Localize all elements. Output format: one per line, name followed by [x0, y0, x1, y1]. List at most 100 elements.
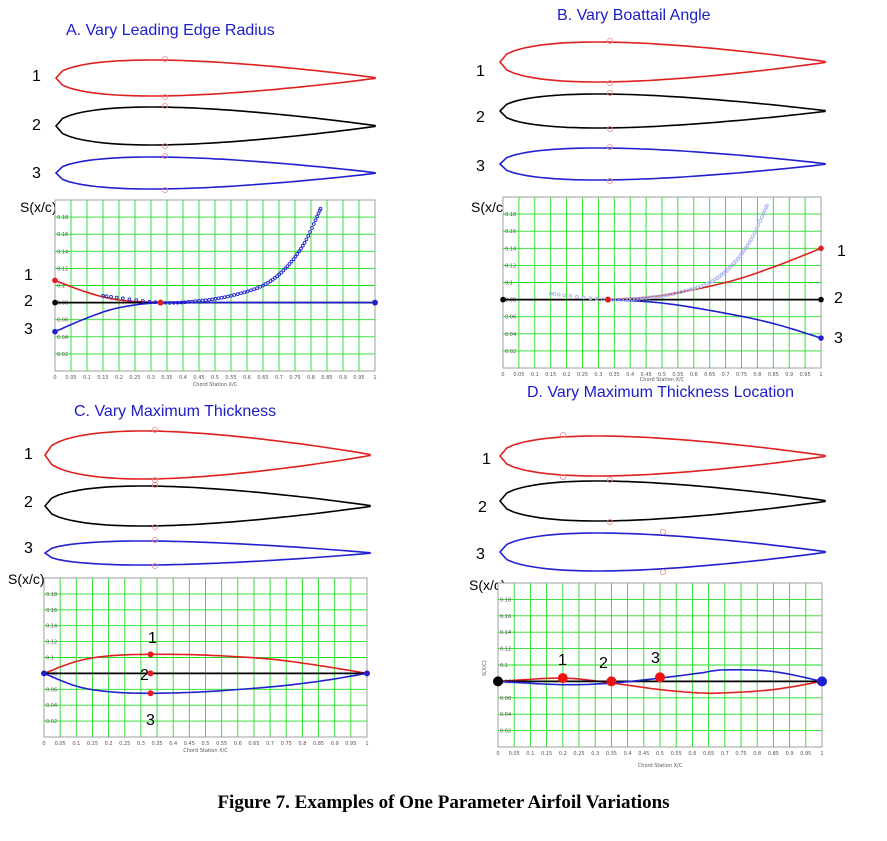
- airfoil-marker: [161, 56, 168, 63]
- y-tick-label: 0.06: [500, 696, 511, 702]
- control-point: [606, 676, 617, 687]
- reference-dot: [311, 222, 316, 226]
- reference-dot: [197, 299, 201, 303]
- series-endpoint: [818, 335, 824, 341]
- x-tick-label: 0.9: [785, 372, 793, 378]
- reference-dot: [277, 272, 282, 277]
- reference-dot: [300, 243, 305, 248]
- y-tick-label: 0.14: [505, 246, 516, 252]
- reference-dot: [287, 262, 292, 266]
- airfoil-marker: [607, 38, 614, 45]
- reference-dot: [308, 230, 312, 234]
- reference-dot: [741, 249, 746, 253]
- airfoil-outline-3: [54, 156, 376, 190]
- airfoil-marker: [151, 524, 158, 531]
- reference-dot: [760, 215, 764, 220]
- x-tick-label: 0.65: [704, 372, 715, 378]
- x-tick-label: 0.75: [281, 741, 292, 747]
- airfoil-outline-2: [54, 106, 376, 146]
- y-tick-label: 0.1: [500, 663, 508, 669]
- reference-dot: [615, 297, 619, 302]
- control-point: [157, 299, 164, 306]
- x-tick-label: 0.75: [736, 372, 747, 378]
- reference-dot: [721, 271, 726, 276]
- x-tick-label: 0.65: [248, 741, 259, 747]
- x-tick-label: 0.05: [513, 372, 524, 378]
- reference-dot: [306, 234, 311, 238]
- panel-b-title: B. Vary Boattail Angle: [557, 7, 711, 24]
- airfoil-marker: [151, 426, 158, 433]
- reference-dot: [255, 286, 260, 290]
- reference-dot: [310, 226, 314, 230]
- airfoil-marker: [151, 537, 158, 544]
- reference-dot: [640, 296, 645, 301]
- airfoil-marker: [607, 80, 614, 87]
- x-tick-label: 0.5: [202, 741, 210, 747]
- x-tick-label: 0.45: [641, 372, 652, 378]
- airfoil-marker: [161, 186, 168, 193]
- panel-a-y-axis-label: S(x/c): [20, 199, 57, 215]
- reference-dot: [623, 297, 627, 302]
- reference-dot: [717, 274, 722, 279]
- reference-dot: [270, 277, 275, 282]
- y-tick-label: 0.06: [57, 318, 68, 324]
- x-tick-label: 0.95: [800, 372, 811, 378]
- reference-dot: [692, 286, 697, 291]
- x-tick-label: 1: [365, 741, 368, 747]
- reference-dot: [190, 299, 194, 304]
- x-tick-label: 0.25: [129, 375, 140, 381]
- series-endpoint: [52, 299, 58, 306]
- reference-dot: [738, 254, 742, 259]
- reference-dot: [147, 299, 152, 304]
- series-line-3: [607, 298, 822, 339]
- reference-dot: [134, 298, 139, 303]
- airfoil-outline-1: [54, 59, 376, 97]
- reference-dot: [245, 289, 250, 294]
- y-tick-label: 0.04: [505, 332, 516, 338]
- x-tick-label: 0.7: [722, 372, 730, 378]
- reference-dot: [761, 211, 766, 216]
- reference-dot: [167, 301, 172, 305]
- x-tick-label: 0.55: [225, 375, 236, 381]
- panel-b-variant-label-2: 2: [476, 109, 485, 126]
- panel-b-point-label-2: 2: [834, 290, 843, 307]
- reference-dot: [304, 237, 309, 242]
- reference-dot: [203, 298, 208, 303]
- panel-a-variant-label-1: 1: [32, 68, 41, 85]
- reference-dot: [745, 243, 750, 248]
- reference-dot: [275, 274, 279, 279]
- reference-dot: [183, 300, 187, 305]
- reference-dot: [297, 249, 302, 254]
- airfoil-marker: [560, 473, 567, 480]
- airfoil-marker: [161, 103, 168, 110]
- y-tick-label: 0.18: [46, 592, 57, 598]
- reference-dot: [249, 288, 253, 293]
- x-tick-label: 0.55: [216, 741, 227, 747]
- x-tick-label: 0.8: [307, 375, 315, 381]
- reference-dot: [726, 267, 730, 272]
- x-tick-label: 0.3: [137, 741, 145, 747]
- panel-c-point-label-3: 3: [146, 712, 155, 729]
- y-tick-label: 0.16: [500, 614, 511, 620]
- x-tick-label: 0.35: [609, 372, 620, 378]
- airfoil-marker: [560, 431, 567, 438]
- control-point: [655, 672, 665, 683]
- x-axis-label: Chord Station X/C: [640, 377, 685, 383]
- x-tick-label: 0.25: [573, 751, 584, 757]
- x-tick-label: 0.5: [656, 751, 664, 757]
- airfoil-marker: [660, 569, 667, 576]
- reference-dot: [313, 218, 318, 223]
- x-tick-label: 0.3: [147, 375, 155, 381]
- reference-dot: [647, 295, 652, 300]
- series-endpoint: [818, 245, 824, 252]
- reference-dot: [285, 264, 290, 269]
- series-endpoint: [52, 277, 58, 284]
- y-tick-label: 0.14: [46, 624, 57, 630]
- airfoil-outline-3: [498, 147, 826, 181]
- reference-dot: [685, 288, 690, 293]
- reference-dot: [258, 284, 263, 289]
- reference-dot: [743, 246, 748, 251]
- x-tick-label: 0.3: [594, 372, 602, 378]
- x-tick-label: 0.55: [672, 372, 683, 378]
